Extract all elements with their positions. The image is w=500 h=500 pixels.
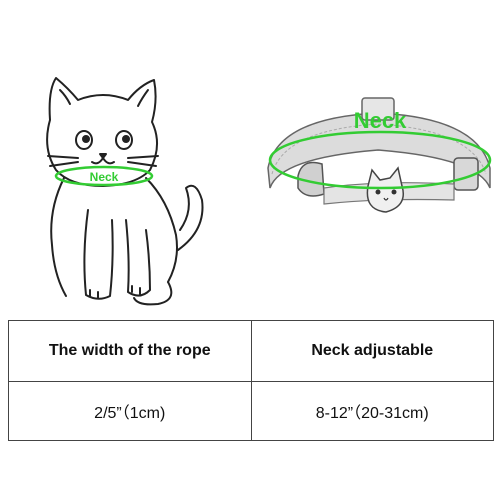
cat-neck-highlight <box>54 165 154 187</box>
header-neck-adjustable: Neck adjustable <box>250 320 494 382</box>
value-neck-adjustable: 8-12”（20-31cm) <box>250 381 494 441</box>
collar-neck-label: Neck <box>354 108 407 133</box>
cat-face-charm <box>366 166 404 213</box>
header-rope-width: The width of the rope <box>8 320 252 382</box>
table-header-row: The width of the rope Neck adjustable <box>8 320 494 382</box>
cat-neck-label: Neck <box>90 170 119 184</box>
cat-illustration: Neck <box>46 77 204 306</box>
table-row: 2/5”（1cm) 8-12”（20-31cm) <box>8 381 494 441</box>
value-rope-width: 2/5”（1cm) <box>8 381 252 441</box>
spec-table: The width of the rope Neck adjustable 2/… <box>8 320 494 441</box>
collar-neck-highlight <box>268 130 492 190</box>
collar-illustration: Neck <box>267 97 492 213</box>
